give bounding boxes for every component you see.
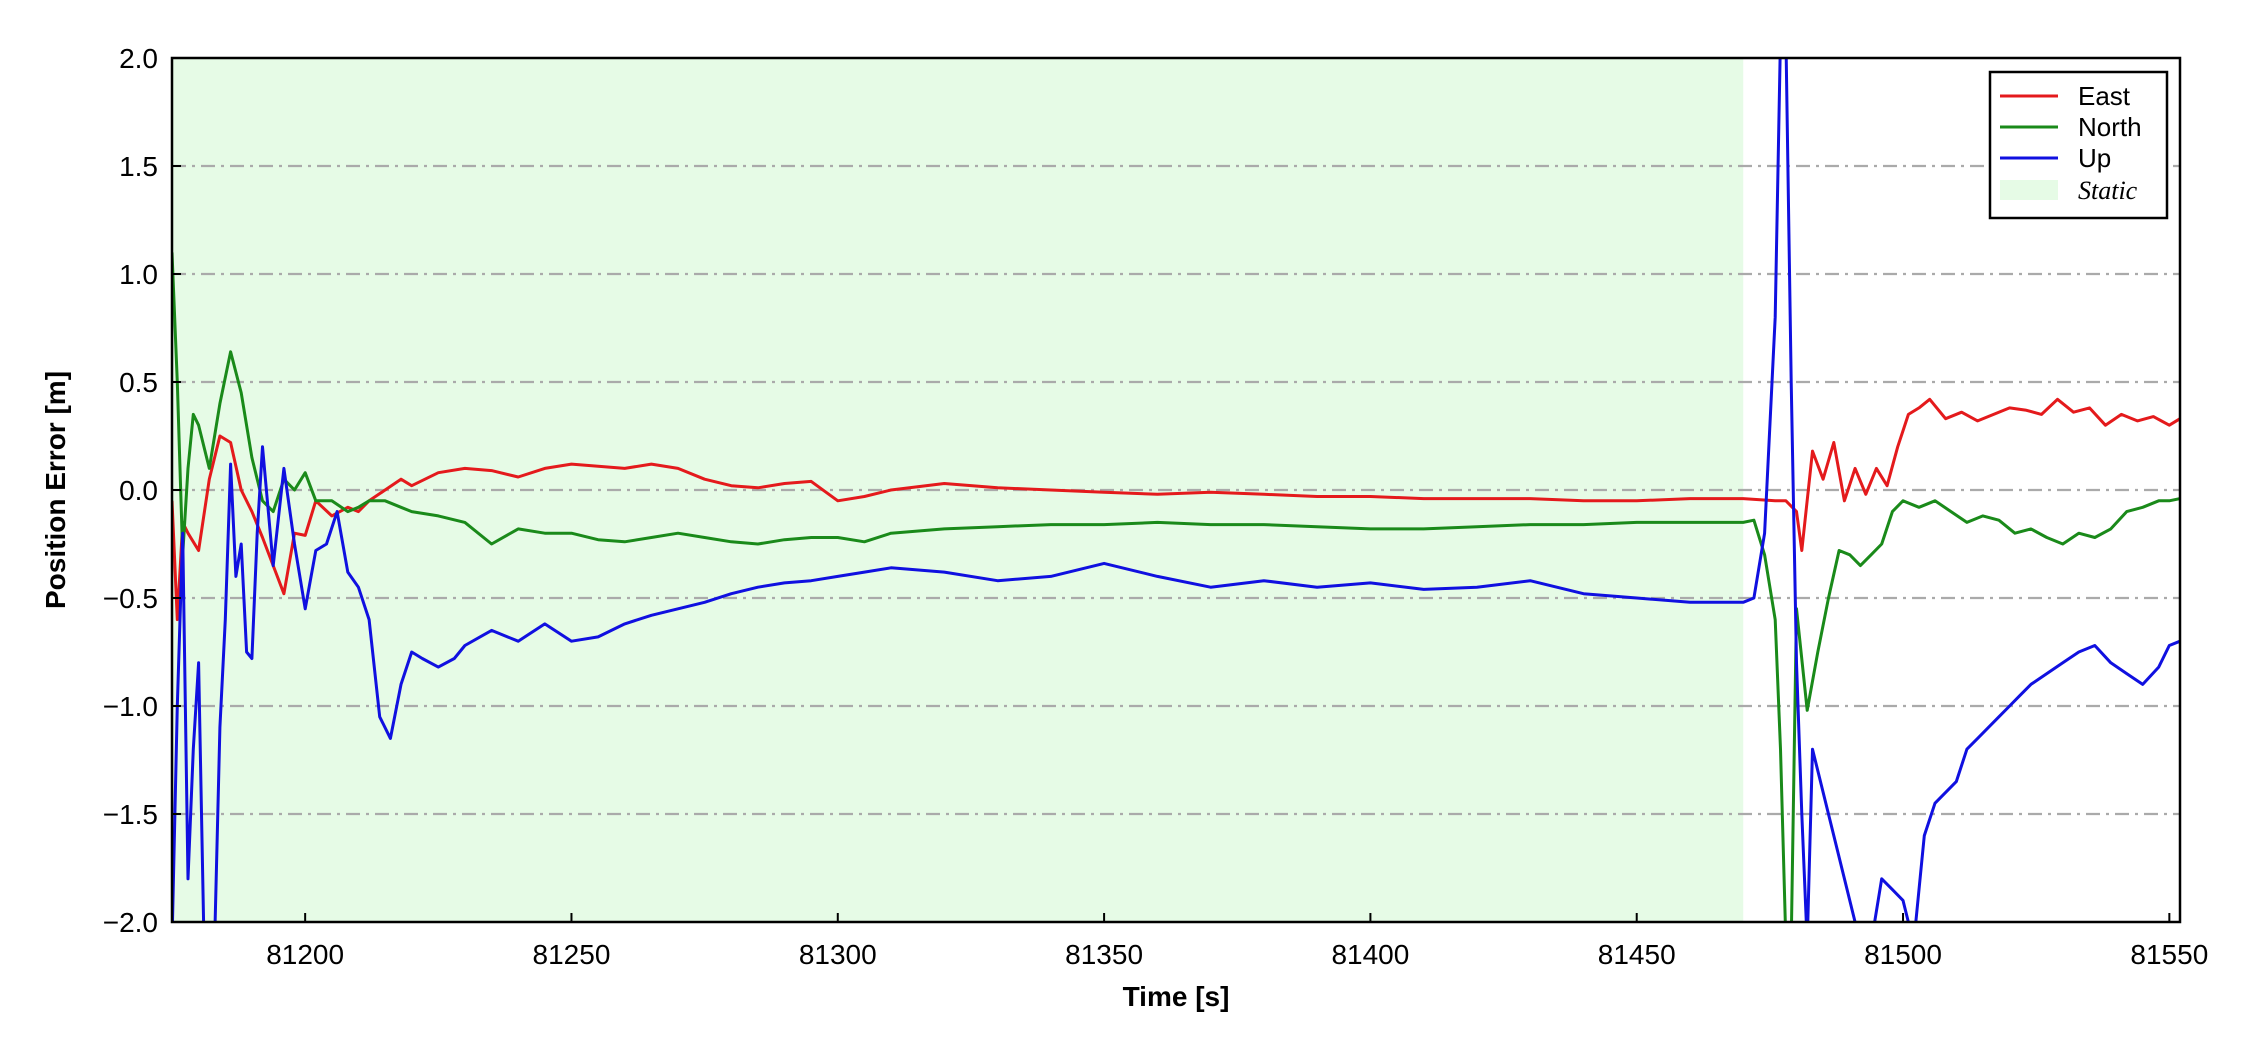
legend-label-north: North [2078,112,2142,142]
y-axis-title: Position Error [m] [40,371,71,609]
x-tick-label: 81300 [799,939,877,970]
y-tick-label: 1.0 [119,259,158,290]
legend-label-up: Up [2078,143,2111,173]
legend-label-static: Static [2078,176,2138,205]
y-tick-label: 1.5 [119,151,158,182]
x-tick-label: 81500 [1864,939,1942,970]
y-tick-label: −2.0 [103,907,158,938]
y-tick-label: 2.0 [119,43,158,74]
y-tick-label: 0.5 [119,367,158,398]
x-tick-label: 81400 [1331,939,1409,970]
series-line-up [172,58,2180,922]
legend-label-east: East [2078,81,2131,111]
series-layer [172,58,2180,922]
x-tick-label: 81450 [1598,939,1676,970]
y-tick-label: −1.5 [103,799,158,830]
x-tick-label: 81550 [2130,939,2208,970]
series-line-north [172,252,2180,922]
y-axis: −2.0 −1.5 −1.0 −0.5 0.0 0.5 1.0 1.5 2.0 [103,43,181,938]
x-axis: 81200 81250 81300 81350 81400 81450 81500 81550 [266,913,2208,970]
legend-patch-static [2000,180,2058,200]
y-tick-label: 0.0 [119,475,158,506]
y-tick-label: −0.5 [103,583,158,614]
x-tick-label: 81250 [533,939,611,970]
x-tick-label: 81200 [266,939,344,970]
grid-lines [172,164,2180,816]
x-tick-label: 81350 [1065,939,1143,970]
series-line-east [172,397,2180,622]
y-tick-label: −1.0 [103,691,158,722]
x-axis-title: Time [s] [1123,981,1230,1012]
legend: East North Up Static [1988,70,2169,220]
